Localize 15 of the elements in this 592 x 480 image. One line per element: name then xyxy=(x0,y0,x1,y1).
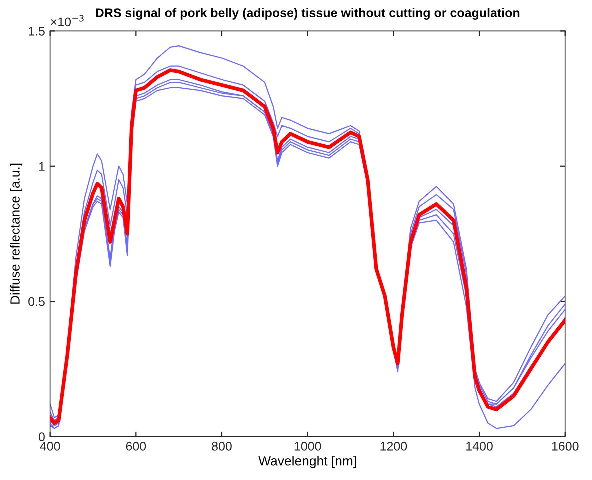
x-tick-label: 400 xyxy=(40,442,60,451)
x-tick-label: 1000 xyxy=(294,442,322,451)
y-tick-label: 0.5 xyxy=(28,297,45,306)
text: ×10$^{−3}$ xyxy=(51,15,84,27)
y-tick-label: 0 xyxy=(38,432,45,442)
y-tick-label: 1 xyxy=(39,162,45,171)
y-axis-title: Diffuse reflectance [a.u.] xyxy=(10,164,23,304)
x-tick-label: 1600 xyxy=(552,442,579,451)
x-axis-title: Wavelenght [nm] xyxy=(258,456,356,468)
x-tick-label: 600 xyxy=(126,442,146,451)
x-tick-label: 1400 xyxy=(466,442,493,451)
x-tick-label: 1200 xyxy=(380,442,408,451)
y-tick-label: 1.5 xyxy=(29,27,45,36)
chart-title: DRS signal of pork belly (adipose) tissue without cutting or coagulation xyxy=(96,8,520,20)
x-tick-label: 800 xyxy=(212,442,232,451)
